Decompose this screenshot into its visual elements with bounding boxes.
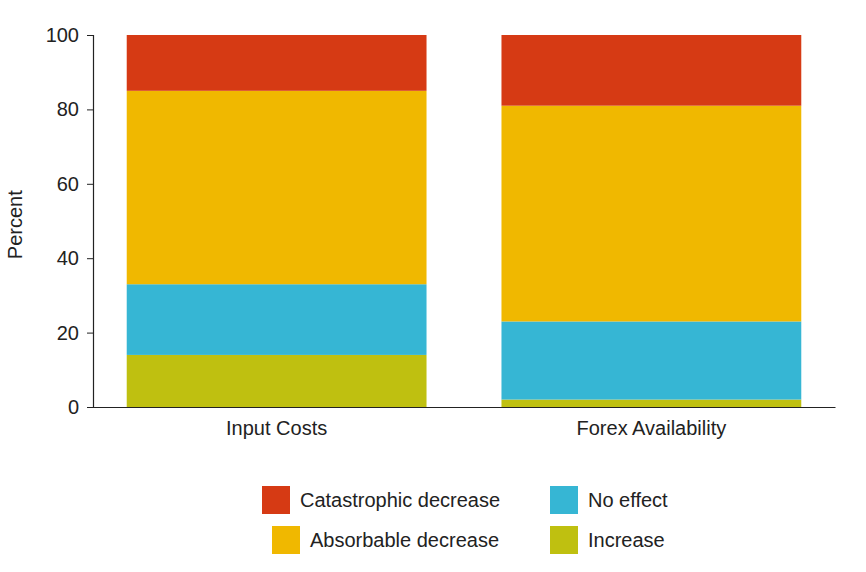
legend-item: Absorbable decrease (272, 526, 499, 554)
x-axis: Input Costs Forex Availability (94, 407, 836, 439)
bar-segment (127, 355, 427, 407)
chart: 0 20 40 60 80 100 Input Costs Forex Availabilit… (0, 0, 866, 572)
y-tick-mark (87, 35, 93, 36)
y-axis: 0 20 40 60 80 100 (46, 24, 94, 418)
y-tick-mark (87, 184, 93, 185)
x-axis-line (94, 407, 836, 408)
y-axis-line (87, 36, 94, 408)
bar-segment (501, 106, 801, 322)
y-tick-mark (87, 333, 93, 334)
legend-item: No effect (550, 486, 668, 514)
legend-swatch (262, 486, 290, 514)
y-tick-mark (87, 407, 93, 408)
y-tick: 100 (46, 24, 93, 46)
legend-item: Increase (550, 526, 665, 554)
y-tick-label: 100 (46, 24, 79, 46)
legend-label: Increase (588, 529, 665, 551)
x-tick: Input Costs (226, 407, 327, 439)
x-tick-label: Input Costs (226, 417, 327, 439)
bar-segment (127, 284, 427, 355)
legend: Catastrophic decrease Absorbable decrease… (262, 486, 668, 554)
y-tick-label: 40 (57, 247, 79, 269)
bar-segment (127, 35, 427, 91)
bar-segment (501, 35, 801, 106)
y-tick: 20 (57, 322, 93, 344)
bar-segment (501, 400, 801, 407)
x-tick: Forex Availability (577, 407, 727, 439)
bar-segment (127, 91, 427, 284)
y-tick-mark (87, 258, 93, 259)
legend-swatch (550, 526, 578, 554)
legend-swatch (272, 526, 300, 554)
legend-swatch (550, 486, 578, 514)
bars (127, 35, 802, 407)
y-tick-label: 0 (68, 396, 79, 418)
y-axis-title: Percent (4, 190, 26, 259)
y-tick-label: 80 (57, 98, 79, 120)
y-tick-label: 20 (57, 322, 79, 344)
legend-label: Absorbable decrease (310, 529, 499, 551)
legend-item: Catastrophic decrease (262, 486, 500, 514)
y-tick-mark (87, 109, 93, 110)
legend-label: No effect (588, 489, 668, 511)
y-tick: 0 (68, 396, 93, 418)
y-tick-label: 60 (57, 173, 79, 195)
y-tick: 80 (57, 98, 93, 120)
plot: 0 20 40 60 80 100 Input Costs Forex Availabilit… (46, 24, 836, 439)
y-tick: 60 (57, 173, 93, 195)
y-tick: 40 (57, 247, 93, 269)
legend-label: Catastrophic decrease (300, 489, 500, 511)
x-tick-label: Forex Availability (577, 417, 727, 439)
bar-segment (501, 321, 801, 399)
